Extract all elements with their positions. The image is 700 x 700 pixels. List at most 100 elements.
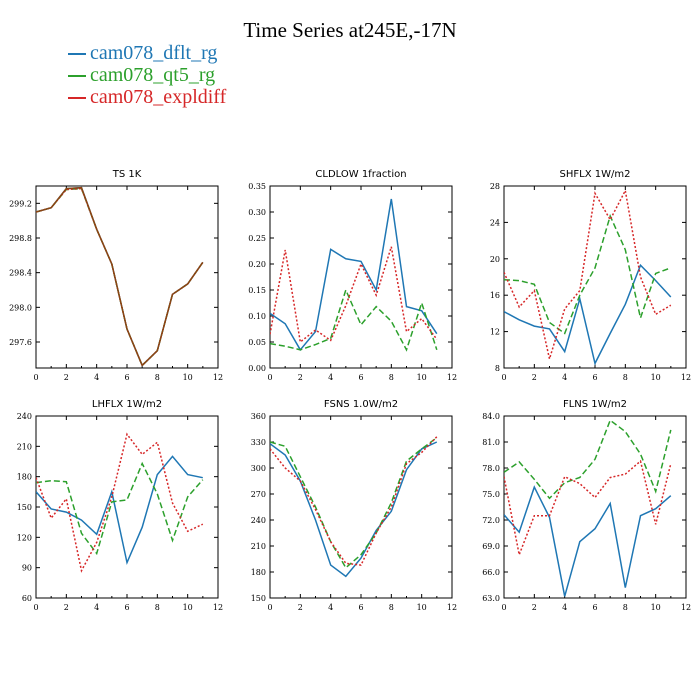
y-tick-label: 330 (251, 438, 266, 447)
x-tick-label: 4 (328, 603, 333, 612)
y-tick-label: 240 (17, 412, 32, 421)
x-tick-label: 6 (124, 373, 129, 382)
legend-label-0: cam078_dflt_rg (90, 42, 218, 64)
x-tick-label: 8 (623, 373, 628, 382)
panel-4: FSNS 1.0W/m2 0 2 4 6 8 10 12 150 180 210 240 270 300 3… (251, 399, 457, 612)
x-tick-label: 6 (592, 603, 597, 612)
series-line-1 (270, 287, 438, 352)
y-tick-label: 300 (251, 464, 266, 473)
legend-entry-1: cam078_qt5_rg (68, 64, 215, 87)
x-tick-label: 2 (298, 603, 303, 612)
x-tick-label: 2 (298, 373, 303, 382)
y-tick-label: 270 (251, 490, 266, 499)
y-tick-label: 66.0 (482, 568, 500, 577)
x-tick-label: 2 (532, 603, 537, 612)
series-line-2 (504, 188, 672, 362)
y-tick-label: 0.10 (248, 312, 266, 321)
panel-1: CLDLOW 1fraction 0 2 4 6 8 10 12 0.00 0.05 0.10 0.1… (248, 169, 457, 382)
series-line-0 (36, 186, 204, 367)
y-tick-label: 360 (251, 412, 266, 421)
y-tick-label: 0.30 (248, 208, 266, 217)
y-tick-label: 12 (490, 328, 500, 337)
plot-frame (269, 185, 453, 369)
x-tick-label: 12 (213, 373, 223, 382)
y-tick-label: 0.00 (248, 364, 266, 373)
y-tick-label: 180 (251, 568, 266, 577)
legend-swatch-2 (68, 97, 86, 100)
y-tick-label: 298.4 (9, 269, 32, 278)
y-tick-label: 0.05 (248, 338, 266, 347)
x-tick-label: 8 (389, 603, 394, 612)
legend-entry-0: cam078_dflt_rg (68, 42, 217, 65)
y-tick-label: 78.0 (482, 464, 500, 473)
series-line-1 (36, 187, 204, 367)
x-tick-label: 8 (623, 603, 628, 612)
y-tick-label: 150 (251, 594, 266, 603)
legend-swatch-0 (68, 53, 86, 56)
x-tick-label: 10 (417, 373, 427, 382)
x-tick-label: 6 (592, 373, 597, 382)
series-line-1 (504, 419, 672, 500)
y-tick-label: 240 (251, 516, 266, 525)
x-tick-label: 12 (681, 603, 691, 612)
x-tick-label: 12 (447, 373, 457, 382)
x-tick-label: 6 (358, 603, 363, 612)
series-line-1 (504, 213, 672, 335)
y-tick-label: 180 (17, 473, 32, 482)
y-tick-label: 0.20 (248, 260, 266, 269)
y-tick-label: 84.0 (482, 412, 500, 421)
panel-title: TS 1K (112, 169, 142, 180)
y-tick-label: 24 (490, 218, 500, 227)
y-tick-label: 28 (490, 182, 500, 191)
x-tick-label: 8 (155, 603, 160, 612)
x-tick-label: 2 (64, 373, 69, 382)
y-tick-label: 210 (251, 542, 266, 551)
y-tick-label: 0.15 (248, 286, 266, 295)
series-line-0 (504, 485, 672, 597)
series-line-1 (36, 461, 204, 556)
legend-label-1: cam078_qt5_rg (90, 64, 216, 86)
y-tick-label: 90 (22, 564, 32, 573)
y-tick-label: 120 (17, 533, 32, 542)
x-tick-label: 12 (681, 373, 691, 382)
legend-swatch-1 (68, 75, 86, 78)
x-tick-label: 12 (213, 603, 223, 612)
y-tick-label: 60 (22, 594, 32, 603)
y-tick-label: 210 (17, 442, 32, 451)
panel-title: LHFLX 1W/m2 (92, 399, 162, 410)
panel-3: LHFLX 1W/m2 0 2 4 6 8 10 12 60 90 120 150 180 210 240 (17, 399, 223, 612)
x-tick-label: 0 (501, 603, 506, 612)
x-tick-label: 6 (358, 373, 363, 382)
x-tick-label: 12 (447, 603, 457, 612)
plot-frame (35, 185, 219, 369)
series-line-2 (36, 432, 204, 573)
y-tick-label: 20 (490, 255, 500, 264)
panel-0: TS 1K 0 2 4 6 8 10 12 297.6 298.0 298.4 298.8 299.2 (9, 169, 223, 382)
series-line-0 (270, 441, 438, 578)
y-tick-label: 16 (490, 291, 500, 300)
y-tick-label: 75.0 (482, 490, 500, 499)
y-tick-label: 81.0 (482, 438, 500, 447)
x-tick-label: 0 (267, 373, 272, 382)
plot-frame (35, 415, 219, 599)
x-tick-label: 8 (389, 373, 394, 382)
x-tick-label: 8 (155, 373, 160, 382)
x-tick-label: 10 (651, 373, 661, 382)
series-line-2 (270, 246, 438, 344)
x-tick-label: 4 (94, 373, 99, 382)
legend-entry-2: cam078_expldiff (68, 86, 226, 109)
panel-title: SHFLX 1W/m2 (560, 169, 631, 180)
series-line-2 (504, 459, 672, 558)
x-tick-label: 4 (562, 603, 567, 612)
x-tick-label: 2 (532, 373, 537, 382)
plot-frame (503, 185, 687, 369)
x-tick-label: 0 (33, 603, 38, 612)
series-line-0 (504, 263, 672, 366)
page-title: Time Series at245E,-17N (243, 18, 457, 42)
series-line-0 (270, 198, 438, 352)
x-tick-label: 6 (124, 603, 129, 612)
x-tick-label: 4 (562, 373, 567, 382)
y-tick-label: 298.8 (9, 234, 32, 243)
